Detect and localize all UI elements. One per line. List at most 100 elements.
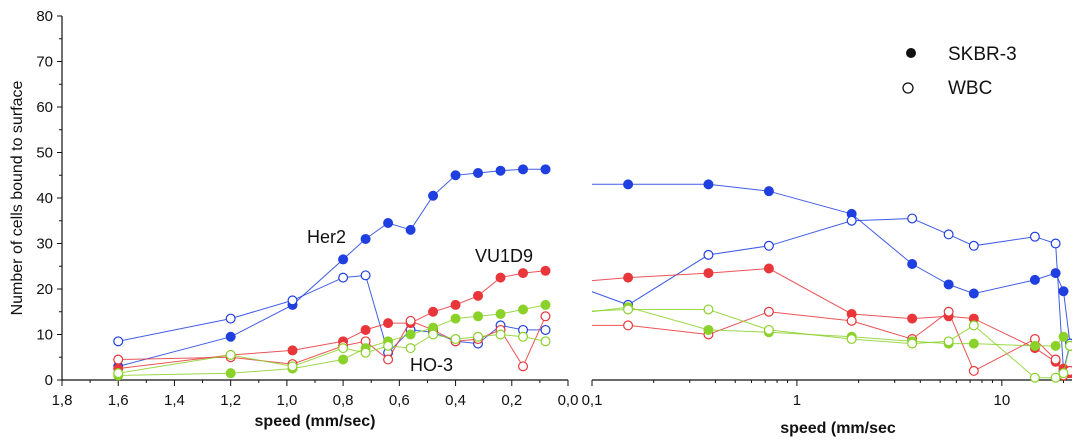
left-y-axis-title: Number of cells bound to surface — [9, 81, 26, 316]
right-vu1d9-wbc-point — [968, 365, 979, 376]
left-ho3-wbc-point — [383, 340, 394, 351]
left-x-tick-label: 1,8 — [52, 392, 73, 409]
left-her2-skbr3-point — [428, 190, 439, 201]
right-ho3-skbr3-point — [1058, 331, 1069, 342]
right-her2-wbc-line — [592, 217, 1071, 372]
left-x-tick-label: 0,6 — [389, 392, 410, 409]
left-vu1d9-skbr3-point — [428, 306, 439, 317]
right-her2-skbr3-point — [1058, 286, 1069, 297]
left-vu1d9-skbr3-point — [518, 268, 529, 279]
left-her2-skbr3-point — [225, 331, 236, 342]
right-vu1d9-wbc-point — [1050, 354, 1061, 365]
annotation-vu1d9: VU1D9 — [475, 246, 533, 266]
left-ho3-wbc-point — [518, 331, 529, 342]
right-ho3-skbr3-point — [703, 324, 714, 335]
left-vu1d9-skbr3-point — [450, 299, 461, 310]
right-x-tick-label: 1 — [793, 392, 801, 409]
panel-left-linear-speed: 0 10 20 30 40 50 60 70 80 1,8 1,6 1,4 1,2 1,0 0,8 0,6 0… — [9, 8, 578, 430]
left-clipped-series — [113, 164, 551, 381]
legend: SKBR-3 WBC — [902, 44, 1017, 99]
legend-label-skbr3: SKBR-3 — [948, 44, 1017, 65]
right-vu1d9-wbc-point — [943, 306, 954, 317]
left-ho3-wbc-point — [473, 331, 484, 342]
left-vu1d9-wbc-point — [405, 315, 416, 326]
annotation-ho3: HO-3 — [410, 355, 453, 375]
left-x-tick-label: 1,4 — [164, 392, 185, 409]
right-her2-wbc-point — [1029, 231, 1040, 242]
right-ho3-wbc-point — [907, 338, 918, 349]
left-ho3-wbc-point — [405, 343, 416, 354]
right-vu1d9-skbr3-point — [907, 313, 918, 324]
left-her2-wbc-point — [540, 324, 551, 335]
legend-marker-open — [902, 82, 914, 94]
right-her2-skbr3-point — [968, 288, 979, 299]
left-ho3-wbc-point — [360, 347, 371, 358]
left-y-tick-label: 40 — [36, 190, 53, 207]
left-her2-wbc-point — [360, 270, 371, 281]
right-ho3-wbc-line — [592, 309, 1071, 379]
right-vu1d9-wbc-point — [623, 320, 634, 331]
right-x-tick-label: 0,1 — [582, 392, 603, 409]
right-ho3-wbc-point — [1058, 368, 1069, 379]
left-y-tick-label: 70 — [36, 54, 53, 71]
right-ho3-wbc-point — [1064, 340, 1072, 351]
left-ho3-wbc-point — [287, 361, 298, 372]
right-ho3-wbc-point — [763, 324, 774, 335]
right-her2-skbr3-point — [568, 180, 577, 189]
right-ho3-wbc-point — [703, 304, 714, 315]
left-y-tick-label: 50 — [36, 145, 53, 162]
right-her2-skbr3-point — [623, 179, 634, 190]
right-her2-skbr3-point — [943, 279, 954, 290]
left-vu1d9-skbr3-point — [287, 345, 298, 356]
left-ho3-wbc-point — [495, 329, 506, 340]
right-ho3-wbc-point — [1029, 372, 1040, 383]
left-x-tick-label: 1,6 — [108, 392, 129, 409]
left-vu1d9-skbr3-point — [360, 324, 371, 335]
right-her2-skbr3-point — [1050, 268, 1061, 279]
right-her2-skbr3-point — [703, 179, 714, 190]
left-her2-skbr3-point — [360, 233, 371, 244]
left-x-tick-label: 0,0 — [558, 392, 579, 409]
right-her2-wbc-point — [968, 240, 979, 251]
right-ho3-wbc-point — [1050, 372, 1061, 383]
right-vu1d9-skbr3-line — [592, 267, 1071, 374]
right-ho3-skbr3-point — [968, 338, 979, 349]
left-ho3-wbc-point — [428, 329, 439, 340]
left-x-axis-title: speed (mm/sec) — [255, 413, 376, 430]
left-y-tick-label: 20 — [36, 281, 53, 298]
right-x-axis-title: speed (mm/sec — [780, 420, 896, 437]
right-her2-skbr3-point — [907, 258, 918, 269]
right-her2-wbc-point — [943, 229, 954, 240]
left-her2-skbr3-point — [338, 254, 349, 265]
left-x-tick-label: 0,8 — [333, 392, 354, 409]
left-ho3-skbr3-point — [338, 354, 349, 365]
left-ho3-skbr3-point — [518, 304, 529, 315]
left-y-tick-label: 10 — [36, 327, 53, 344]
left-ho3-wbc-point — [540, 336, 551, 347]
left-x-tick-label: 1,2 — [220, 392, 241, 409]
left-ho3-wbc-point — [225, 349, 236, 360]
left-ho3-skbr3-point — [405, 329, 416, 340]
right-her2-wbc-point — [846, 215, 857, 226]
right-vu1d9-skbr3-point — [623, 272, 634, 283]
right-ho3-wbc-point — [623, 304, 634, 315]
left-ho3-skbr3-point — [473, 311, 484, 322]
left-her2-skbr3-point — [450, 170, 461, 181]
left-ho3-wbc-point — [113, 368, 124, 379]
left-ho3-wbc-point — [450, 334, 461, 345]
left-her2-wbc-point — [287, 295, 298, 306]
right-ho3-skbr3-point — [568, 309, 577, 318]
annotation-her2: Her2 — [307, 227, 346, 247]
left-x-tick-label: 0,4 — [445, 392, 466, 409]
left-vu1d9-wbc-point — [383, 354, 394, 365]
right-x-ticks: 0,1 1 10 — [582, 380, 1065, 409]
right-her2-wbc-point — [907, 213, 918, 224]
left-y-tick-label: 60 — [36, 99, 53, 116]
panel-right-log-speed: 0,1 1 10 speed (mm/sec — [568, 179, 1072, 437]
left-y-tick-label: 80 — [36, 8, 53, 25]
right-series-group — [568, 179, 1072, 383]
left-y-ticks: 0 10 20 30 40 50 60 70 80 — [36, 8, 62, 389]
right-ho3-wbc-point — [968, 320, 979, 331]
right-vu1d9-skbr3-point — [703, 268, 714, 279]
